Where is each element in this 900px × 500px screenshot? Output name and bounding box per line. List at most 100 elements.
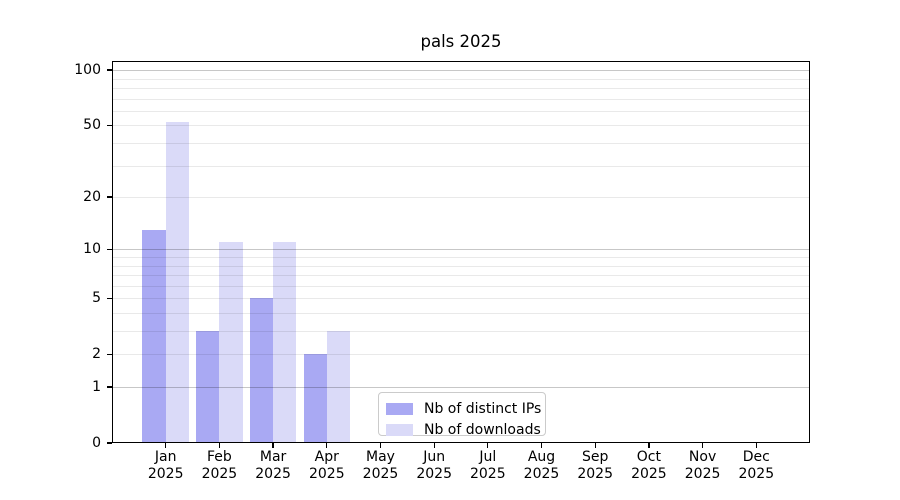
gridline-minor — [112, 331, 810, 332]
y-tick-mark — [107, 386, 112, 388]
x-tick-label-feb: Feb 2025 — [188, 449, 250, 483]
gridline-minor — [112, 110, 810, 112]
bar-feb-distinct-ips — [196, 331, 220, 443]
gridline-minor — [112, 98, 810, 100]
x-tick-label-aug: Aug 2025 — [511, 449, 573, 483]
y-tick-label: 0 — [92, 435, 101, 451]
gridline-minor — [112, 87, 810, 89]
legend: Nb of distinct IPs Nb of downloads — [378, 392, 546, 438]
x-tick-month: Jun — [423, 449, 446, 465]
y-tick-mark — [107, 196, 112, 198]
bar-apr-distinct-ips — [303, 354, 327, 443]
x-tick-label-jan: Jan 2025 — [135, 449, 197, 483]
bar-mar-downloads — [273, 242, 297, 443]
y-tick-label: 10 — [83, 241, 101, 258]
x-tick-label-sep: Sep 2025 — [564, 449, 626, 483]
x-tick-mark — [487, 443, 489, 448]
x-tick-mark — [433, 443, 435, 448]
x-tick-year: 2025 — [416, 466, 452, 482]
x-tick-label-apr: Apr 2025 — [296, 449, 358, 483]
gridline-minor — [112, 78, 810, 80]
gridline-minor — [112, 275, 810, 276]
x-tick-mark — [326, 443, 328, 448]
x-tick-mark — [165, 443, 167, 448]
x-tick-label-dec: Dec 2025 — [725, 449, 787, 483]
x-tick-year: 2025 — [255, 466, 291, 482]
bar-mar-distinct-ips — [249, 298, 274, 443]
x-tick-month: Feb — [206, 449, 232, 465]
y-tick-mark — [107, 248, 112, 250]
gridline-minor — [112, 312, 810, 314]
y-tick-label: 1 — [92, 379, 101, 395]
gridline-minor — [112, 354, 810, 356]
bar-feb-downloads — [219, 242, 243, 443]
x-tick-label-oct: Oct 2025 — [618, 449, 680, 483]
x-tick-label-jun: Jun 2025 — [403, 449, 465, 483]
x-tick-year: 2025 — [523, 466, 560, 482]
x-tick-mark — [272, 443, 274, 448]
x-tick-month: Aug — [527, 449, 556, 465]
gridline-minor — [112, 197, 810, 198]
gridline-minor — [112, 285, 810, 287]
y-tick-mark — [107, 353, 112, 355]
x-tick-year: 2025 — [201, 466, 238, 482]
legend-swatch-icon — [386, 402, 413, 415]
legend-row: Nb of distinct IPs — [386, 398, 542, 420]
gridline-minor — [112, 256, 810, 258]
x-tick-month: Apr — [314, 449, 339, 465]
gridline-major — [112, 70, 810, 72]
y-tick-mark — [107, 297, 112, 299]
y-tick-label: 5 — [92, 290, 101, 307]
x-tick-mark — [755, 443, 757, 448]
x-tick-mark — [218, 443, 220, 448]
y-tick-label: 100 — [74, 62, 101, 79]
x-tick-mark — [594, 443, 596, 448]
x-tick-year: 2025 — [631, 466, 667, 482]
x-tick-month: Jan — [154, 449, 177, 465]
gridline-major — [112, 249, 810, 251]
gridline-minor — [112, 142, 810, 144]
chart-title: pals 2025 — [420, 32, 502, 51]
x-tick-mark — [540, 443, 543, 448]
x-tick-month: Sep — [581, 449, 609, 465]
x-tick-month: Oct — [636, 449, 661, 465]
gridline-minor — [112, 298, 810, 300]
gridline-minor — [112, 265, 810, 267]
legend-row: Nb of downloads — [386, 420, 541, 442]
y-tick-label: 50 — [83, 117, 101, 134]
bar-jan-downloads — [165, 122, 189, 443]
x-tick-year: 2025 — [308, 466, 345, 482]
x-tick-month: Nov — [688, 449, 717, 465]
gridline-minor — [112, 165, 810, 167]
legend-swatch-icon — [386, 424, 413, 437]
x-tick-month: Jul — [479, 449, 497, 465]
x-tick-label-jul: Jul 2025 — [457, 449, 519, 483]
x-tick-year: 2025 — [577, 466, 613, 482]
x-tick-month: Dec — [742, 449, 770, 465]
x-tick-year: 2025 — [738, 466, 775, 482]
x-tick-mark — [648, 443, 650, 448]
y-tick-label: 2 — [92, 346, 101, 363]
gridline-major — [112, 387, 810, 388]
legend-label: Nb of downloads — [424, 422, 541, 439]
y-tick-mark — [107, 124, 112, 126]
y-tick-mark — [107, 69, 112, 71]
x-tick-year: 2025 — [469, 466, 506, 482]
bar-jan-distinct-ips — [142, 229, 166, 443]
plot-area — [112, 61, 810, 443]
x-tick-year: 2025 — [684, 466, 721, 482]
y-tick-label: 20 — [83, 189, 101, 205]
x-tick-year: 2025 — [147, 466, 184, 482]
y-tick-mark — [107, 442, 112, 444]
bar-apr-downloads — [326, 331, 351, 443]
x-tick-month: Mar — [259, 449, 287, 465]
gridline-minor — [112, 125, 810, 127]
x-tick-mark — [702, 443, 704, 448]
x-tick-label-mar: Mar 2025 — [242, 449, 304, 483]
x-tick-month: May — [366, 449, 395, 465]
x-tick-label-may: May 2025 — [350, 449, 412, 483]
x-tick-label-nov: Nov 2025 — [672, 449, 734, 483]
legend-label: Nb of distinct IPs — [424, 400, 542, 417]
x-tick-mark — [379, 443, 382, 448]
